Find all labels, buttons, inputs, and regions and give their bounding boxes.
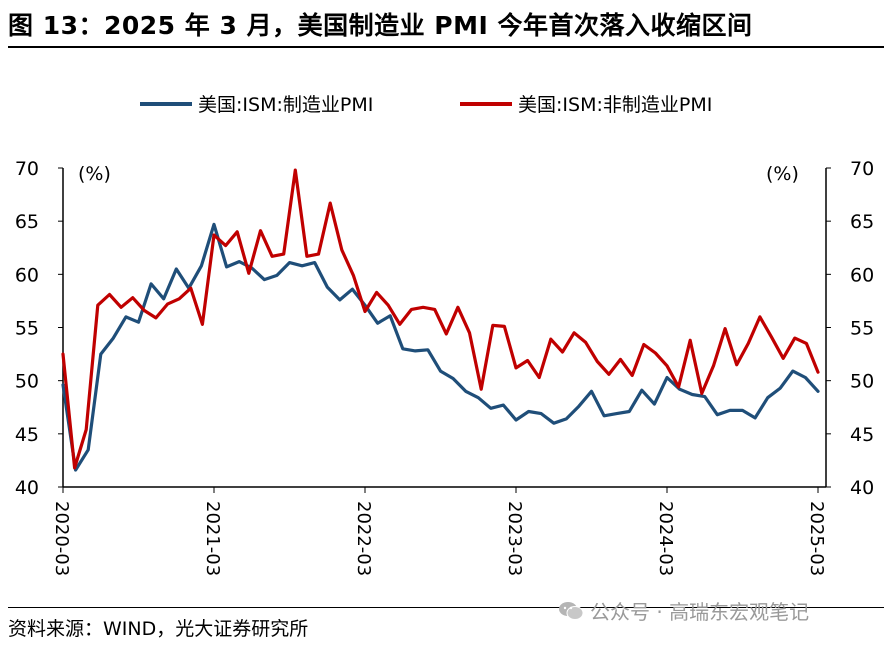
series-line-1: [61, 222, 820, 472]
y-tick-label-left: 60: [15, 264, 39, 286]
footer-rule: [8, 607, 884, 608]
y-tick-label-left: 40: [15, 477, 39, 499]
watermark: 公众号 · 高瑞东宏观笔记: [558, 596, 809, 625]
figure-title: 图 13：2025 年 3 月，美国制造业 PMI 今年首次落入收缩区间: [8, 11, 753, 40]
legend-label-1: 美国:ISM:制造业PMI: [198, 94, 373, 116]
y-unit-left: (%): [78, 163, 111, 185]
series-line-2: [61, 168, 820, 470]
y-tick-label-right: 65: [850, 211, 874, 233]
x-tick-label: 2020-03: [51, 501, 72, 576]
y-unit-right: (%): [766, 163, 799, 185]
y-tick-label-right: 70: [850, 158, 874, 180]
y-tick-label-left: 70: [15, 158, 39, 180]
x-tick-label: 2022-03: [353, 501, 374, 576]
y-tick-label-left: 45: [15, 424, 39, 446]
y-tick-label-left: 65: [15, 211, 39, 233]
y-tick-label-left: 50: [15, 371, 39, 393]
axes: 40 40 45 45 50 50 55 55 60 60 65 65 70 70 (%) (%) 2020-0…: [15, 158, 874, 576]
watermark-text: 公众号 · 高瑞东宏观笔记: [590, 600, 810, 624]
legend: 美国:ISM:制造业PMI 美国:ISM:非制造业PMI: [140, 94, 712, 116]
y-tick-label-right: 50: [850, 371, 874, 393]
y-tick-label-right: 45: [850, 424, 874, 446]
y-tick-label-left: 55: [15, 318, 39, 340]
y-tick-label-right: 60: [850, 264, 874, 286]
x-tick-label: 2024-03: [655, 501, 676, 576]
wechat-icon: [559, 601, 584, 620]
series-lines: [61, 168, 820, 472]
y-tick-label-right: 55: [850, 318, 874, 340]
x-tick-label: 2023-03: [504, 501, 525, 576]
y-tick-label-right: 40: [850, 477, 874, 499]
x-tick-label: 2025-03: [806, 501, 827, 576]
x-tick-label: 2021-03: [202, 501, 223, 576]
source-note: 资料来源：WIND，光大证券研究所: [8, 618, 309, 640]
title-rule: [8, 46, 884, 48]
legend-label-2: 美国:ISM:非制造业PMI: [518, 94, 712, 116]
